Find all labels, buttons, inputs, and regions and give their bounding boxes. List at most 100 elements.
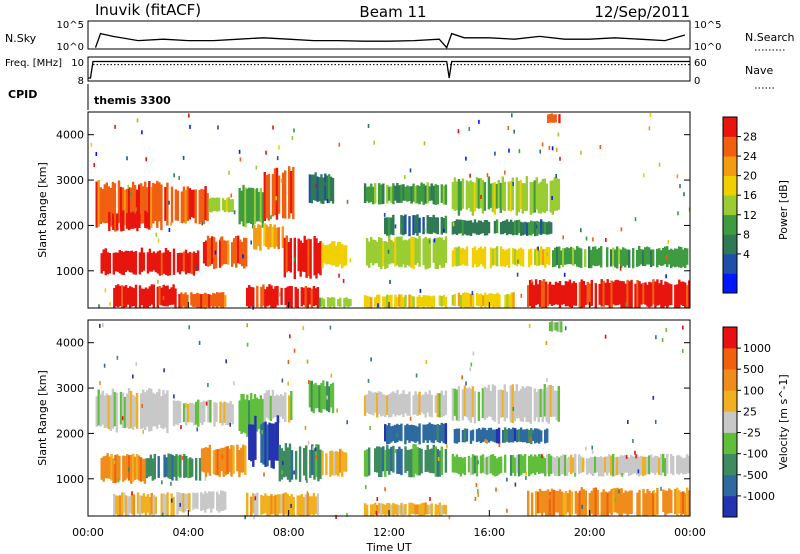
speckle	[574, 472, 576, 477]
speckle	[389, 238, 391, 243]
range-cell	[337, 299, 340, 307]
range-cell	[477, 220, 481, 235]
speckle	[136, 118, 139, 123]
range-cell	[139, 457, 143, 482]
range-cell	[188, 493, 191, 512]
range-cell	[174, 189, 178, 221]
range-cell	[150, 186, 153, 228]
range-cell	[120, 213, 123, 232]
range-cell	[176, 492, 179, 515]
range-cell	[268, 284, 271, 306]
range-cell	[343, 452, 346, 472]
range-cell	[259, 188, 262, 223]
range-cell	[598, 283, 601, 305]
speckle	[676, 174, 679, 179]
range-cell	[505, 391, 508, 419]
range-cell	[290, 171, 293, 214]
range-cell	[642, 456, 645, 477]
range-cell	[325, 453, 328, 476]
speckle	[287, 360, 290, 364]
speckle	[468, 127, 471, 131]
range-cell	[556, 282, 560, 305]
range-cell	[198, 457, 202, 481]
speckle	[396, 433, 398, 438]
speckle	[425, 359, 428, 364]
range-cell	[398, 425, 401, 441]
range-cell	[634, 283, 637, 308]
range-cell	[131, 181, 135, 225]
range-cell	[287, 242, 290, 271]
range-cell	[325, 245, 328, 265]
range-cell	[396, 389, 399, 415]
range-cell	[388, 448, 391, 475]
range-cell	[349, 298, 352, 307]
range-cell	[674, 489, 677, 515]
range-cell	[521, 455, 525, 474]
range-cell	[430, 296, 433, 308]
range-cell	[229, 199, 232, 212]
range-cell	[113, 392, 117, 427]
range-cell	[410, 424, 413, 442]
range-cell	[245, 238, 248, 267]
range-cell	[471, 386, 475, 418]
power-ylabel: Slant Range [km]	[36, 162, 49, 258]
range-cell	[116, 252, 119, 272]
range-cell	[392, 214, 395, 236]
range-cell	[684, 492, 687, 516]
range-cell	[418, 185, 421, 205]
range-cell	[372, 504, 375, 516]
range-cell	[284, 287, 287, 305]
speckle	[429, 497, 431, 501]
range-cell	[108, 253, 111, 274]
beam-label: Beam 11	[359, 3, 426, 21]
range-cell	[529, 181, 532, 215]
range-cell	[440, 390, 443, 418]
range-cell	[672, 456, 675, 476]
range-cell	[546, 454, 549, 474]
colorbar-tick-label: 16	[743, 189, 757, 202]
range-cell	[485, 430, 489, 443]
speckle	[162, 512, 164, 517]
range-cell	[196, 250, 200, 271]
range-cell	[141, 458, 145, 481]
range-cell	[206, 193, 209, 222]
range-cell	[250, 286, 253, 307]
range-cell	[327, 244, 330, 264]
range-cell	[208, 491, 211, 509]
speckle	[196, 265, 198, 270]
speckle	[287, 381, 289, 386]
range-cell	[178, 252, 182, 275]
range-cell	[308, 496, 312, 516]
speckle	[121, 416, 124, 421]
range-cell	[541, 179, 544, 213]
range-cell	[584, 490, 587, 516]
range-cell	[442, 294, 446, 306]
range-cell	[477, 178, 481, 209]
speckle	[658, 162, 661, 167]
speckle	[506, 477, 508, 482]
range-cell	[444, 184, 448, 205]
speckle	[511, 113, 513, 118]
range-cell	[444, 449, 448, 473]
range-cell	[540, 430, 543, 442]
range-cell	[444, 423, 448, 445]
range-cell	[390, 217, 393, 235]
range-cell	[102, 249, 105, 272]
speckle	[665, 274, 667, 279]
speckle	[614, 498, 616, 503]
x-tick-label: 00:00	[72, 526, 104, 539]
range-cell	[365, 504, 369, 516]
range-cell	[562, 454, 565, 475]
range-cell	[144, 496, 148, 516]
data-block	[200, 444, 247, 478]
speckle	[480, 194, 482, 199]
range-cell	[436, 424, 439, 442]
speckle	[254, 496, 257, 501]
speckle	[173, 394, 175, 399]
range-cell	[670, 284, 673, 306]
range-cell	[656, 456, 659, 473]
range-cell	[119, 186, 123, 228]
range-cell	[490, 293, 493, 307]
colorbar-frame	[722, 326, 738, 518]
range-cell	[478, 294, 481, 307]
